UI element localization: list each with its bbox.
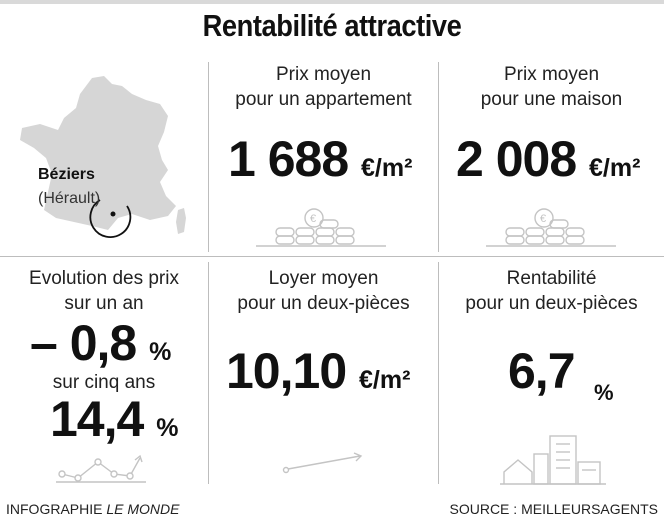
apartment-label-line1: Prix moyen [275,64,372,85]
footer-credit-brand: LE MONDE [106,501,180,517]
house-price-unit: €/m² [589,154,641,182]
apartment-price-unit: €/m² [361,154,413,182]
top-rule [0,0,664,4]
evolution-year-value: – 0,8 % [30,314,171,372]
line-chart-icon [56,454,146,483]
svg-text:€: € [310,213,316,225]
coins-euro-icon: € [256,208,386,247]
divider-v2 [438,62,439,252]
yield-number: 6,7 [508,343,576,399]
page-title: Rentabilité attractive [202,8,462,43]
rent-price-unit: €/m² [359,366,411,394]
corsica-shape [176,208,186,234]
svg-text:€: € [540,213,546,225]
house-price-value: 2 008 [456,131,577,187]
city-name: Béziers [38,166,95,183]
rent-label-line2: pour un deux-pièces [237,293,410,314]
evolution-label-line1: Evolution des prix [29,268,179,289]
beziers-dot [110,211,116,217]
apartment-label: Prix moyen pour un appartement [209,62,438,112]
france-map [20,76,186,238]
divider-v3 [208,262,209,484]
house-label: Prix moyen pour une maison [439,62,664,112]
apartment-price-value: 1 688 [228,131,349,187]
evolution-year-number: – 0,8 [30,315,137,371]
evolution-five-years-number: 14,4 [50,391,144,447]
coins-euro-icon: € [486,208,616,247]
apartment-price: 1 688 €/m² [228,130,412,188]
yield-label: Rentabilité pour un deux-pièces [439,266,664,316]
house-label-line1: Prix moyen [503,64,600,85]
rent-label-line1: Loyer moyen [268,268,379,289]
footer-credit-prefix: INFOGRAPHIE [6,501,107,517]
evolution-label: Evolution des prix sur un an [0,266,208,316]
france-shape [20,76,176,230]
house-price: 2 008 €/m² [456,130,640,188]
rent-price-value: 10,10 [226,343,347,399]
divider-h [0,256,664,257]
apartment-label-line2: pour un appartement [235,89,412,110]
footer-credit: INFOGRAPHIE LE MONDE [6,501,179,517]
divider-v4 [438,262,439,484]
evolution-year-unit: % [149,338,172,366]
divider-v1 [208,62,209,252]
yield-unit: % [594,380,614,405]
evolution-five-years-unit: % [156,414,179,442]
trend-arrow-icon [282,452,363,474]
department-name: (Hérault) [38,190,101,207]
footer-source: SOURCE : MEILLEURSAGENTS [449,501,659,517]
rent-price: 10,10 €/m² [226,342,410,400]
rent-label: Loyer moyen pour un deux-pièces [209,266,438,316]
beziers-locator-ring [89,199,132,238]
buildings-icon [500,435,606,485]
yield-label-line1: Rentabilité [506,268,597,289]
house-label-line2: pour une maison [480,89,623,110]
evolution-five-years-label: sur cinq ans [52,372,156,393]
yield-value: 6,7 [508,342,576,400]
yield-label-line2: pour un deux-pièces [465,293,638,314]
evolution-label-line2: sur un an [64,293,144,314]
evolution-five-years-value: 14,4 % [50,390,178,448]
